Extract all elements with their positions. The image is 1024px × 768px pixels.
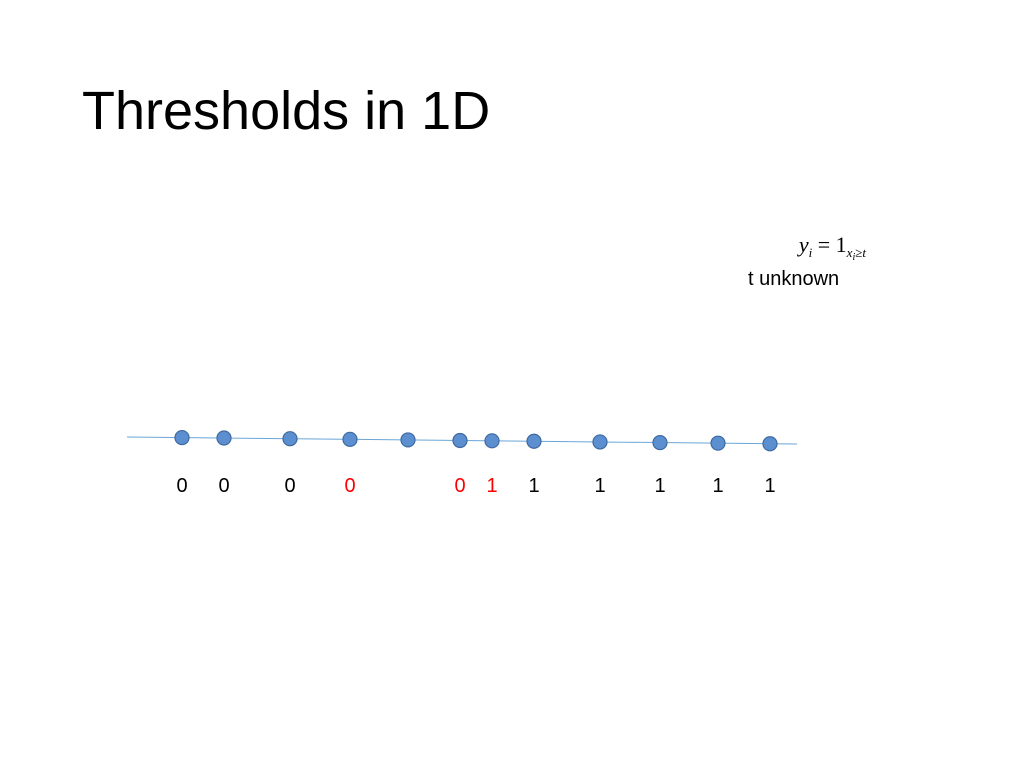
formula-box: yi = 1xi≥t xyxy=(736,230,876,273)
point-label-12: 1 xyxy=(764,475,775,497)
point-label-8: 1 xyxy=(528,475,539,497)
data-point-1 xyxy=(174,429,190,446)
point-label-6: 0 xyxy=(454,475,465,497)
formula-y: y xyxy=(798,232,809,257)
formula-y-subscript: i xyxy=(808,245,813,260)
points-layer xyxy=(174,429,778,452)
condition-t: t xyxy=(862,245,866,260)
data-point-10 xyxy=(652,434,668,451)
condition-x-subscript: i xyxy=(852,252,856,263)
condition-x: x xyxy=(846,245,853,260)
data-point-6 xyxy=(452,432,468,449)
slide-title: Thresholds in 1D xyxy=(82,81,491,141)
point-label-10: 1 xyxy=(654,475,665,497)
data-point-3 xyxy=(282,431,298,447)
t-unknown-note: t unknown xyxy=(748,268,840,290)
data-point-8 xyxy=(526,433,542,449)
point-label-1: 0 xyxy=(176,475,187,497)
point-label-3: 0 xyxy=(284,475,295,497)
point-label-11: 1 xyxy=(712,475,723,497)
formula-indicator: 1 xyxy=(835,232,847,257)
data-point-2 xyxy=(216,430,232,446)
formula-condition: xi≥t xyxy=(846,245,866,263)
point-label-7: 1 xyxy=(486,475,497,497)
data-point-11 xyxy=(710,435,726,451)
formula-equals: = xyxy=(817,232,831,257)
data-point-5 xyxy=(400,432,416,448)
data-point-12 xyxy=(762,436,778,452)
data-point-7 xyxy=(484,433,500,449)
data-point-4 xyxy=(342,431,358,447)
point-label-9: 1 xyxy=(594,475,605,497)
data-point-9 xyxy=(592,434,608,450)
condition-relation: ≥ xyxy=(855,245,863,260)
point-label-4: 0 xyxy=(344,475,355,497)
threshold-formula: yi = 1xi≥t xyxy=(736,230,876,273)
point-label-2: 0 xyxy=(218,475,229,497)
